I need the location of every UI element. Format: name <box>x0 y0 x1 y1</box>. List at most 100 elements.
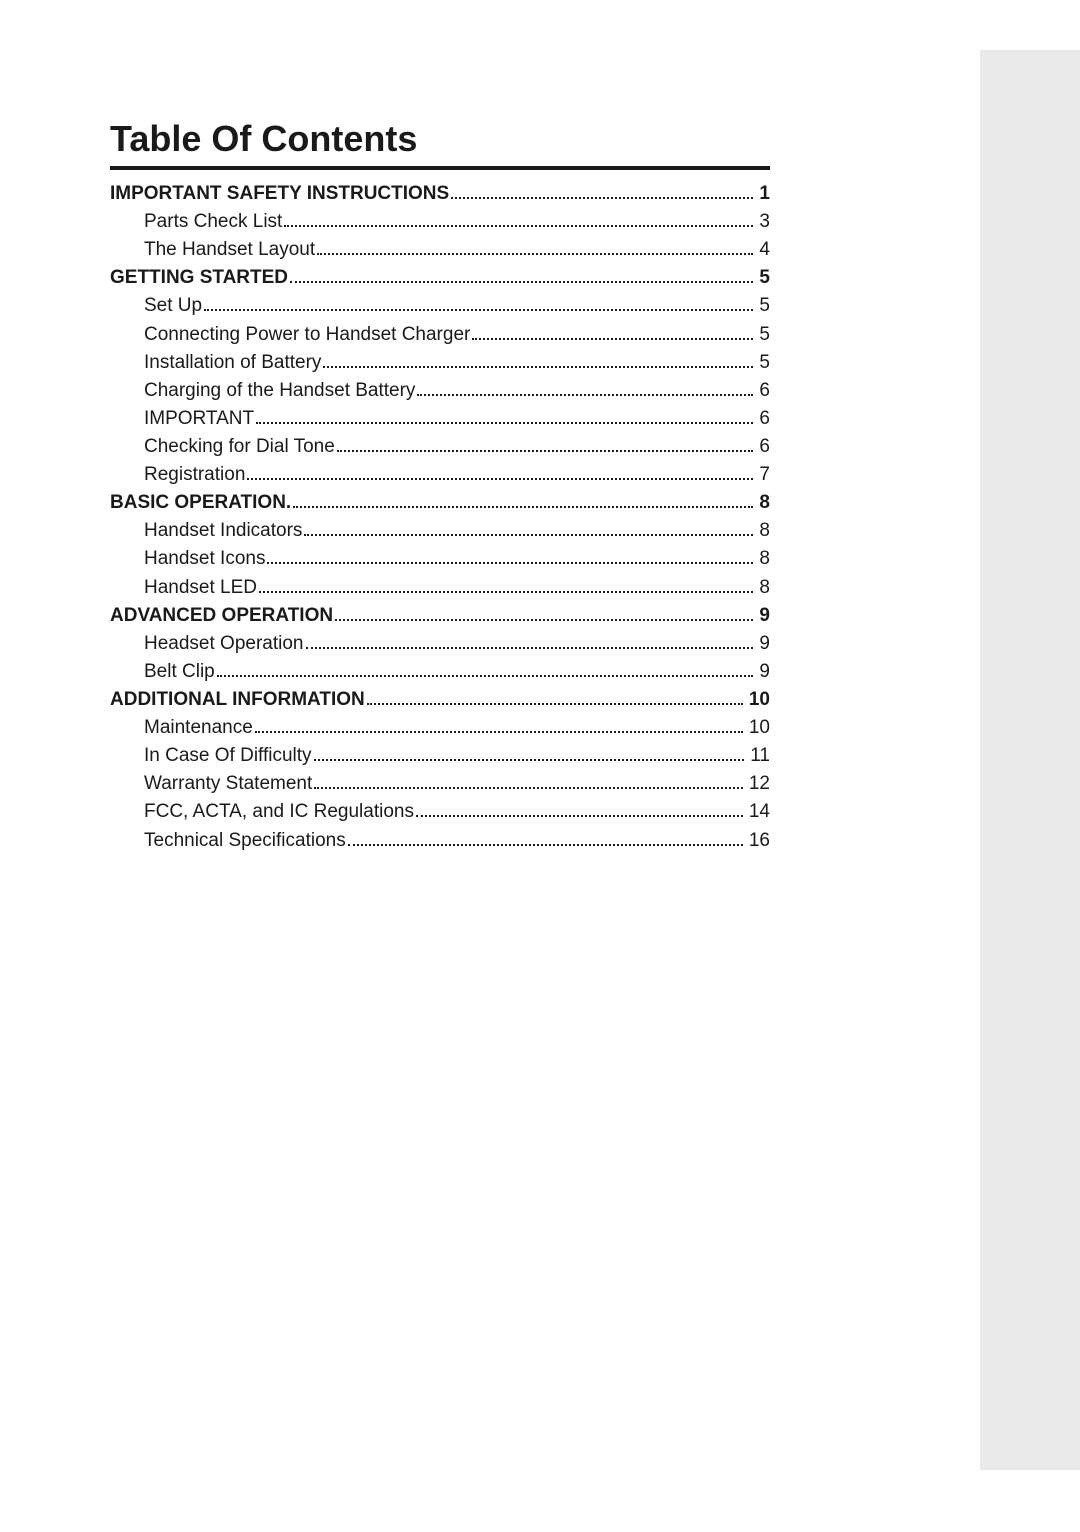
toc-leader <box>317 253 753 255</box>
toc-label: Technical Specifications <box>144 827 346 855</box>
toc-item: Belt Clip 9 <box>110 658 770 686</box>
toc-label: IMPORTANT SAFETY INSTRUCTIONS <box>110 180 449 208</box>
toc-item: Technical Specifications 16 <box>110 827 770 855</box>
toc-leader <box>348 844 743 846</box>
toc-leader <box>259 591 753 593</box>
toc-label: FCC, ACTA, and IC Regulations <box>144 798 414 826</box>
toc-leader <box>416 815 743 817</box>
page-title: Table Of Contents <box>110 118 770 160</box>
toc-page-number: 11 <box>746 742 770 770</box>
toc-page-number: 7 <box>755 461 770 489</box>
toc-label: Installation of Battery <box>144 349 321 377</box>
toc-item: IMPORTANT 6 <box>110 405 770 433</box>
toc-page-number: 9 <box>755 658 770 686</box>
toc-label: Headset Operation <box>144 630 304 658</box>
toc-page-number: 5 <box>755 321 770 349</box>
toc-leader <box>217 675 754 677</box>
toc-label: GETTING STARTED <box>110 264 288 292</box>
toc-label: Handset LED <box>144 574 257 602</box>
toc-label: Handset Icons <box>144 545 265 573</box>
toc-section: ADDITIONAL INFORMATION 10 <box>110 686 770 714</box>
page-content: Table Of Contents IMPORTANT SAFETY INSTR… <box>110 118 770 855</box>
toc: IMPORTANT SAFETY INSTRUCTIONS 1Parts Che… <box>110 180 770 855</box>
toc-leader <box>335 619 753 621</box>
toc-page-number: 9 <box>755 602 770 630</box>
toc-label: In Case Of Difficulty <box>144 742 312 770</box>
toc-leader <box>367 703 743 705</box>
toc-item: The Handset Layout 4 <box>110 236 770 264</box>
toc-item: In Case Of Difficulty 11 <box>110 742 770 770</box>
toc-leader <box>337 450 754 452</box>
toc-label: Parts Check List <box>144 208 282 236</box>
toc-leader <box>293 506 753 508</box>
toc-page-number: 6 <box>755 405 770 433</box>
toc-item: Handset Icons 8 <box>110 545 770 573</box>
toc-item: Installation of Battery 5 <box>110 349 770 377</box>
toc-leader <box>267 562 753 564</box>
toc-label: Connecting Power to Handset Charger <box>144 321 470 349</box>
toc-section: BASIC OPERATION. 8 <box>110 489 770 517</box>
toc-page-number: 6 <box>755 433 770 461</box>
toc-leader <box>323 366 753 368</box>
toc-leader <box>284 225 753 227</box>
toc-label: Checking for Dial Tone <box>144 433 335 461</box>
toc-page-number: 8 <box>755 574 770 602</box>
toc-label: Maintenance <box>144 714 253 742</box>
toc-label: Warranty Statement <box>144 770 312 798</box>
toc-item: Connecting Power to Handset Charger 5 <box>110 321 770 349</box>
toc-page-number: 3 <box>755 208 770 236</box>
toc-leader <box>255 731 743 733</box>
toc-label: Belt Clip <box>144 658 215 686</box>
toc-label: ADVANCED OPERATION <box>110 602 333 630</box>
toc-page-number: 4 <box>755 236 770 264</box>
toc-item: Registration 7 <box>110 461 770 489</box>
toc-page-number: 6 <box>755 377 770 405</box>
toc-page-number: 10 <box>745 686 770 714</box>
toc-leader <box>472 338 753 340</box>
toc-page-number: 5 <box>755 264 770 292</box>
toc-item: Maintenance 10 <box>110 714 770 742</box>
toc-section: ADVANCED OPERATION 9 <box>110 602 770 630</box>
toc-page-number: 5 <box>755 292 770 320</box>
toc-page-number: 14 <box>745 798 770 826</box>
side-tab <box>980 50 1080 1470</box>
toc-leader <box>247 478 753 480</box>
toc-label: ADDITIONAL INFORMATION <box>110 686 365 714</box>
toc-leader <box>256 422 753 424</box>
toc-leader <box>204 309 753 311</box>
toc-label: Handset Indicators <box>144 517 302 545</box>
toc-page-number: 8 <box>755 489 770 517</box>
toc-label: Charging of the Handset Battery <box>144 377 415 405</box>
toc-item: Set Up 5 <box>110 292 770 320</box>
toc-item: Warranty Statement 12 <box>110 770 770 798</box>
toc-page-number: 12 <box>745 770 770 798</box>
toc-page-number: 1 <box>755 180 770 208</box>
title-rule <box>110 166 770 170</box>
toc-section: GETTING STARTED 5 <box>110 264 770 292</box>
toc-page-number: 16 <box>745 827 770 855</box>
toc-item: Handset LED 8 <box>110 574 770 602</box>
toc-page-number: 10 <box>745 714 770 742</box>
toc-item: Handset Indicators 8 <box>110 517 770 545</box>
toc-section: IMPORTANT SAFETY INSTRUCTIONS 1 <box>110 180 770 208</box>
toc-label: The Handset Layout <box>144 236 315 264</box>
toc-leader <box>451 197 753 199</box>
toc-item: FCC, ACTA, and IC Regulations 14 <box>110 798 770 826</box>
toc-leader <box>314 759 745 761</box>
toc-page-number: 9 <box>755 630 770 658</box>
toc-item: Parts Check List 3 <box>110 208 770 236</box>
toc-item: Headset Operation 9 <box>110 630 770 658</box>
toc-page-number: 8 <box>755 517 770 545</box>
toc-label: BASIC OPERATION. <box>110 489 291 517</box>
toc-leader <box>290 281 753 283</box>
toc-item: Checking for Dial Tone 6 <box>110 433 770 461</box>
toc-leader <box>304 534 753 536</box>
toc-leader <box>314 787 743 789</box>
toc-item: Charging of the Handset Battery 6 <box>110 377 770 405</box>
toc-leader <box>306 647 754 649</box>
toc-label: IMPORTANT <box>144 405 254 433</box>
toc-label: Set Up <box>144 292 202 320</box>
toc-page-number: 5 <box>755 349 770 377</box>
toc-label: Registration <box>144 461 245 489</box>
toc-page-number: 8 <box>755 545 770 573</box>
